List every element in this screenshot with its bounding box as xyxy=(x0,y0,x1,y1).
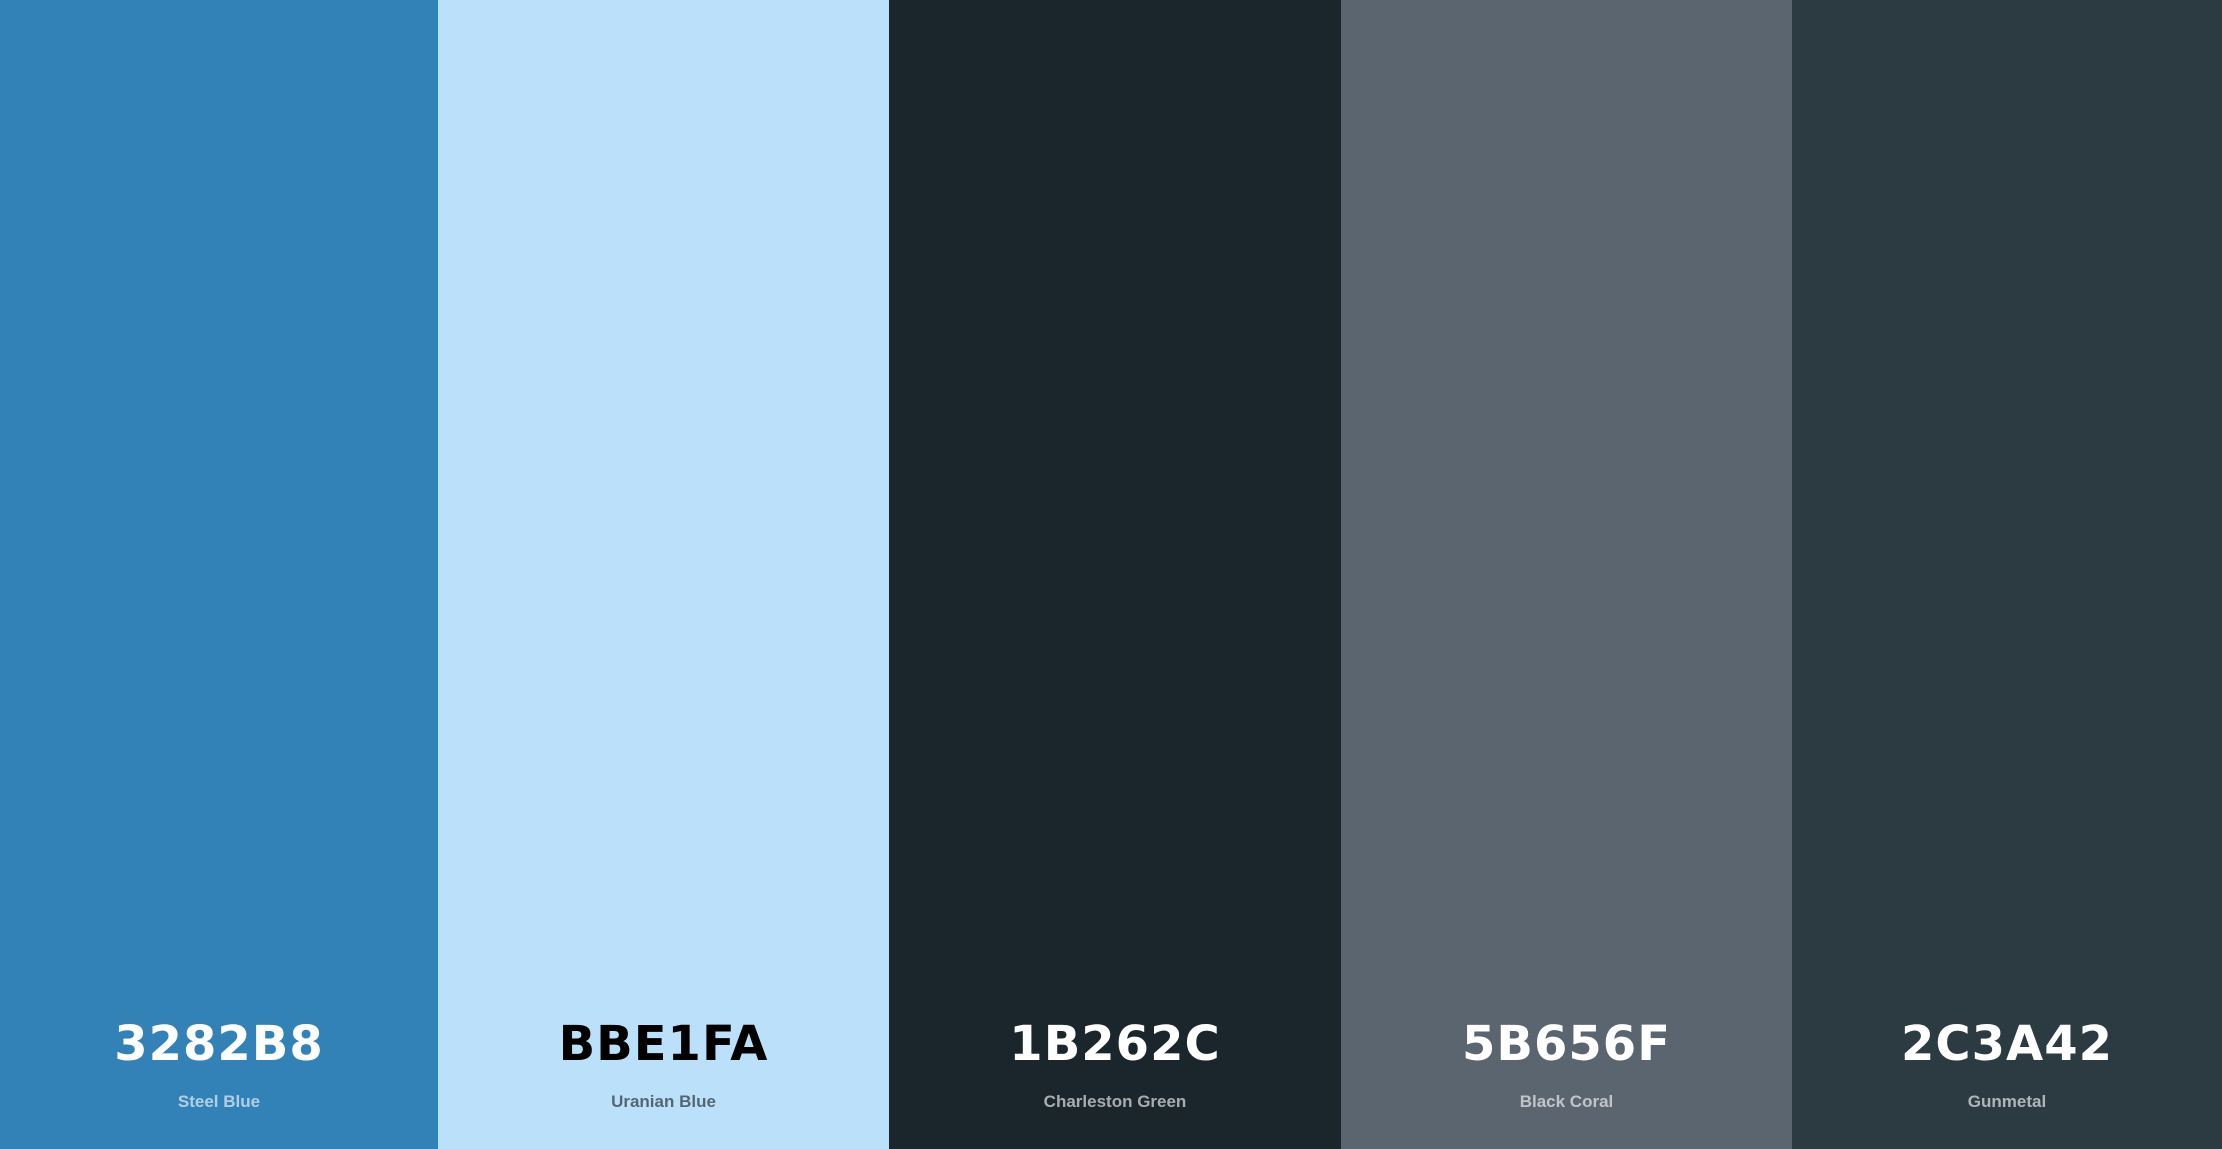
swatch-hex-code[interactable]: 3282B8 xyxy=(114,1016,324,1072)
swatch-hex-code[interactable]: 5B656F xyxy=(1462,1016,1671,1072)
swatch-color-name: Steel Blue xyxy=(177,1092,261,1111)
swatch-hex-code[interactable]: 1B262C xyxy=(1009,1016,1221,1072)
swatch-label: 2C3A42 Gunmetal xyxy=(1792,1016,2222,1113)
swatch-color-name: Uranian Blue xyxy=(611,1092,716,1111)
swatch-color-name: Black Coral xyxy=(1519,1092,1614,1111)
swatch-label: 5B656F Black Coral xyxy=(1341,1016,1792,1113)
swatch-hex-code[interactable]: 2C3A42 xyxy=(1901,1016,2113,1072)
swatch-gunmetal[interactable]: 2C3A42 Gunmetal xyxy=(1792,0,2222,1149)
swatch-color-name: Gunmetal xyxy=(1967,1092,2047,1111)
swatch-black-coral[interactable]: 5B656F Black Coral xyxy=(1341,0,1792,1149)
swatch-label: BBE1FA Uranian Blue xyxy=(438,1016,889,1113)
swatch-label: 3282B8 Steel Blue xyxy=(0,1016,438,1113)
swatch-color-name: Charleston Green xyxy=(1043,1092,1187,1111)
swatch-uranian-blue[interactable]: BBE1FA Uranian Blue xyxy=(438,0,889,1149)
swatch-label: 1B262C Charleston Green xyxy=(889,1016,1341,1113)
swatch-charleston-green[interactable]: 1B262C Charleston Green xyxy=(889,0,1341,1149)
swatch-steel-blue[interactable]: 3282B8 Steel Blue xyxy=(0,0,438,1149)
swatch-hex-code[interactable]: BBE1FA xyxy=(558,1016,769,1072)
